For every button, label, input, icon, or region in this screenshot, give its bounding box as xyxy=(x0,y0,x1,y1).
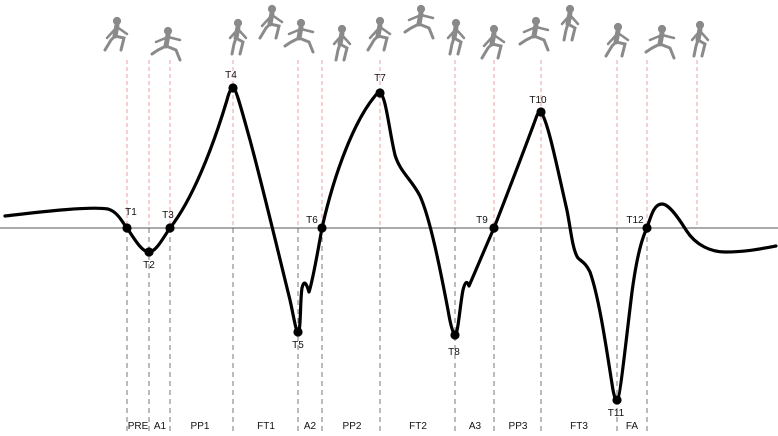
phase-label-a3: A3 xyxy=(469,421,482,432)
runner-icon xyxy=(332,24,352,62)
timepoint-label-t11: T11 xyxy=(608,408,625,419)
runner-icon xyxy=(366,16,392,52)
timepoint-label-t4: T4 xyxy=(225,70,237,81)
timepoint-marker xyxy=(612,395,622,405)
runner-icon xyxy=(690,20,710,58)
runner-icon xyxy=(150,26,182,62)
timepoint-marker xyxy=(144,247,154,257)
runner-icon xyxy=(604,22,630,58)
timepoint-marker xyxy=(489,223,499,233)
timepoint-label-t6: T6 xyxy=(306,215,318,226)
timepoint-label-t3: T3 xyxy=(162,210,174,221)
phase-label-pre: PRE xyxy=(128,421,149,432)
phase-label-ft2: FT2 xyxy=(409,421,427,432)
timepoint-marker xyxy=(536,107,546,117)
timepoint-marker xyxy=(317,223,327,233)
timepoint-marker xyxy=(293,327,303,337)
runner-icon xyxy=(480,24,506,60)
phase-label-fa: FA xyxy=(626,421,639,432)
phase-label-pp3: PP3 xyxy=(509,421,528,432)
phase-label-a2: A2 xyxy=(304,421,317,432)
timepoint-marker xyxy=(450,330,460,340)
runner-icon xyxy=(258,4,284,40)
timepoint-label-t2: T2 xyxy=(143,260,155,271)
timepoint-label-t10: T10 xyxy=(529,95,547,106)
runner-icon xyxy=(283,18,315,54)
runner-icon xyxy=(228,18,248,56)
phase-label-ft1: FT1 xyxy=(257,421,275,432)
runner-icon xyxy=(403,4,435,40)
timepoint-marker xyxy=(375,88,385,98)
timepoint-marker xyxy=(228,83,238,93)
signal-curve xyxy=(3,86,778,402)
phase-label-ft3: FT3 xyxy=(570,421,588,432)
phase-label-pp1: PP1 xyxy=(191,421,210,432)
runner-icon xyxy=(644,24,676,60)
timepoint-marker xyxy=(122,223,132,233)
runner-figures xyxy=(103,4,710,62)
timepoint-label-t9: T9 xyxy=(476,215,488,226)
runner-icon xyxy=(560,4,580,42)
timepoint-marker xyxy=(642,223,652,233)
timepoint-labels: T1 T2 T3 T4 T5 T6 T7 T8 T9 T10 T11 T12 xyxy=(125,70,644,419)
timepoint-label-t1: T1 xyxy=(125,207,137,218)
phase-labels: PRE A1 PP1 FT1 A2 PP2 FT2 A3 PP3 FT3 FA xyxy=(128,421,639,432)
timepoint-label-t8: T8 xyxy=(448,347,460,358)
phase-label-a1: A1 xyxy=(154,421,167,432)
timepoint-label-t12: T12 xyxy=(626,215,644,226)
runner-icon xyxy=(103,16,129,52)
timepoint-label-t7: T7 xyxy=(374,73,386,84)
timepoint-markers xyxy=(122,83,652,405)
runner-icon xyxy=(518,16,550,52)
phase-label-pp2: PP2 xyxy=(343,421,362,432)
timepoint-label-t5: T5 xyxy=(292,340,304,351)
vertical-guide-lines xyxy=(126,60,698,432)
runner-icon xyxy=(446,18,466,56)
timepoint-marker xyxy=(165,223,175,233)
